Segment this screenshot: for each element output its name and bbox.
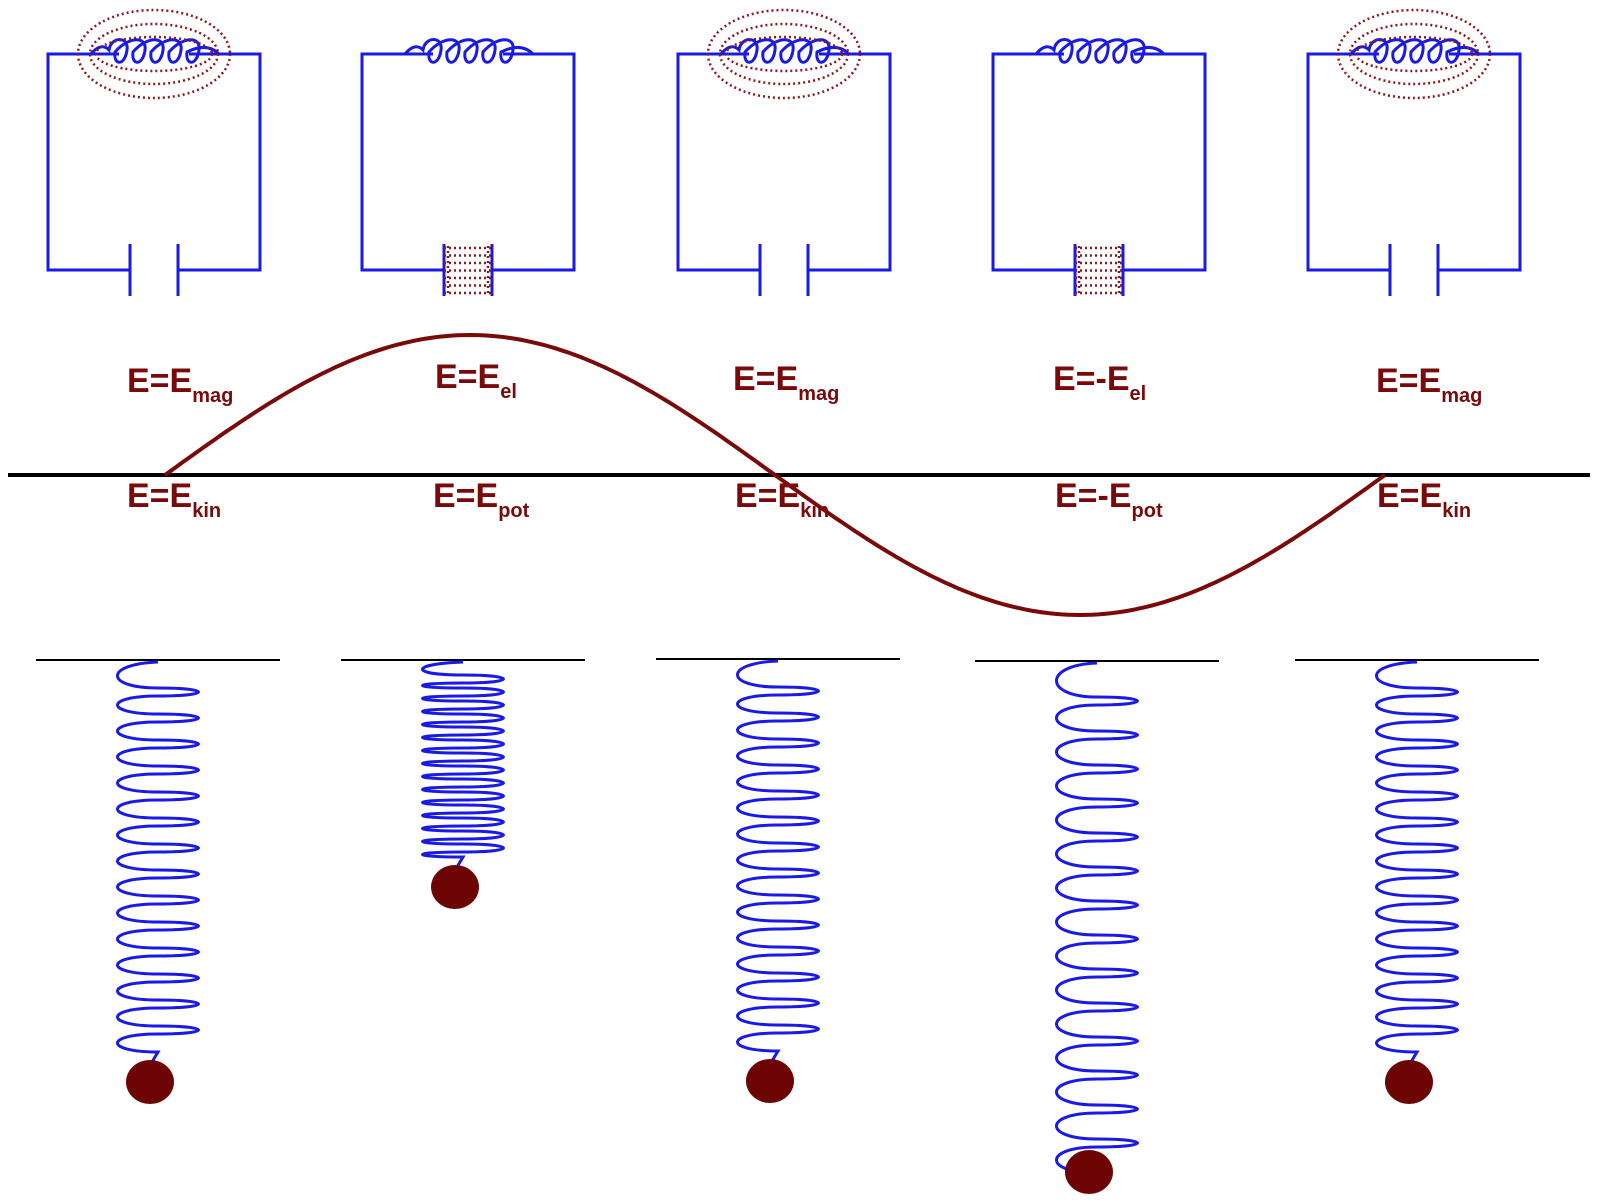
inductor-coil	[403, 38, 535, 64]
spring-oscillators	[36, 658, 1539, 1194]
spring-oscillator	[975, 660, 1219, 1194]
circuit-wire	[1306, 52, 1522, 272]
circuit-wire	[991, 52, 1207, 272]
circuit-wire	[676, 52, 892, 272]
lower-energy-label: E=-Epot	[1055, 477, 1163, 522]
lc-circuits	[46, 8, 1522, 296]
inductor-coil	[1349, 38, 1481, 64]
spring-oscillator	[656, 658, 900, 1103]
mass-ball	[126, 1060, 174, 1104]
energy-wave-curve	[163, 332, 1387, 618]
electric-field-lines	[1075, 246, 1123, 295]
spring-coil	[1055, 661, 1139, 1184]
energy-wave-layer	[8, 332, 1590, 618]
spring-oscillator	[1295, 659, 1539, 1104]
inductor-coil	[89, 38, 221, 64]
spring-coil	[736, 659, 820, 1062]
mass-ball	[1065, 1150, 1113, 1194]
upper-energy-label: E=-Eel	[1053, 360, 1146, 405]
lower-energy-label: E=Ekin	[127, 477, 221, 522]
circuit-wire	[46, 52, 262, 272]
circuit-wire	[360, 52, 576, 272]
upper-energy-label: E=Eel	[435, 358, 517, 403]
lower-energy-label: E=Ekin	[735, 477, 829, 522]
inductor-coil	[1034, 38, 1166, 64]
mass-ball	[746, 1059, 794, 1103]
spring-coil	[116, 660, 200, 1063]
magnetic-field-lines	[706, 8, 862, 100]
lower-energy-label: E=Ekin	[1377, 477, 1471, 522]
lc-circuit	[360, 38, 576, 296]
spring-coil	[421, 660, 505, 868]
upper-energy-label: E=Emag	[127, 362, 233, 407]
upper-energy-label: E=Emag	[1376, 362, 1482, 407]
mass-ball	[1385, 1060, 1433, 1104]
spring-coil	[1375, 660, 1459, 1063]
lc-circuit	[991, 38, 1207, 296]
upper-energy-label: E=Emag	[733, 360, 839, 405]
magnetic-field-lines	[1336, 8, 1492, 100]
lc-circuit	[1306, 8, 1522, 296]
lower-energy-label: E=Epot	[433, 477, 530, 522]
electric-field-lines	[444, 246, 492, 295]
mass-ball	[431, 865, 479, 909]
inductor-coil	[719, 38, 851, 64]
spring-oscillator	[341, 659, 585, 909]
magnetic-field-lines	[76, 8, 232, 100]
lc-circuit	[676, 8, 892, 296]
spring-oscillator	[36, 659, 280, 1104]
energy-labels: E=Emag E=Ekin E=Eel E=Epot E=Emag E=Ekin E=-Ee…	[127, 358, 1482, 522]
lc-circuit	[46, 8, 262, 296]
